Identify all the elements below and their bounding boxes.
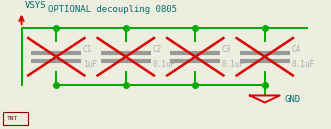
Text: GND: GND	[285, 95, 301, 103]
Text: VSYS: VSYS	[25, 1, 46, 10]
Text: 0.1uF: 0.1uF	[222, 60, 245, 69]
Text: 1uF: 1uF	[83, 60, 97, 69]
Text: C3: C3	[222, 45, 231, 54]
Text: 0.1uF: 0.1uF	[291, 60, 314, 69]
Text: C2: C2	[152, 45, 162, 54]
Text: 0.1uF: 0.1uF	[152, 60, 175, 69]
Text: C4: C4	[291, 45, 301, 54]
Text: C1: C1	[83, 45, 92, 54]
Text: OPTIONAL decoupling 0805: OPTIONAL decoupling 0805	[48, 5, 177, 14]
Text: TNT: TNT	[7, 116, 18, 121]
